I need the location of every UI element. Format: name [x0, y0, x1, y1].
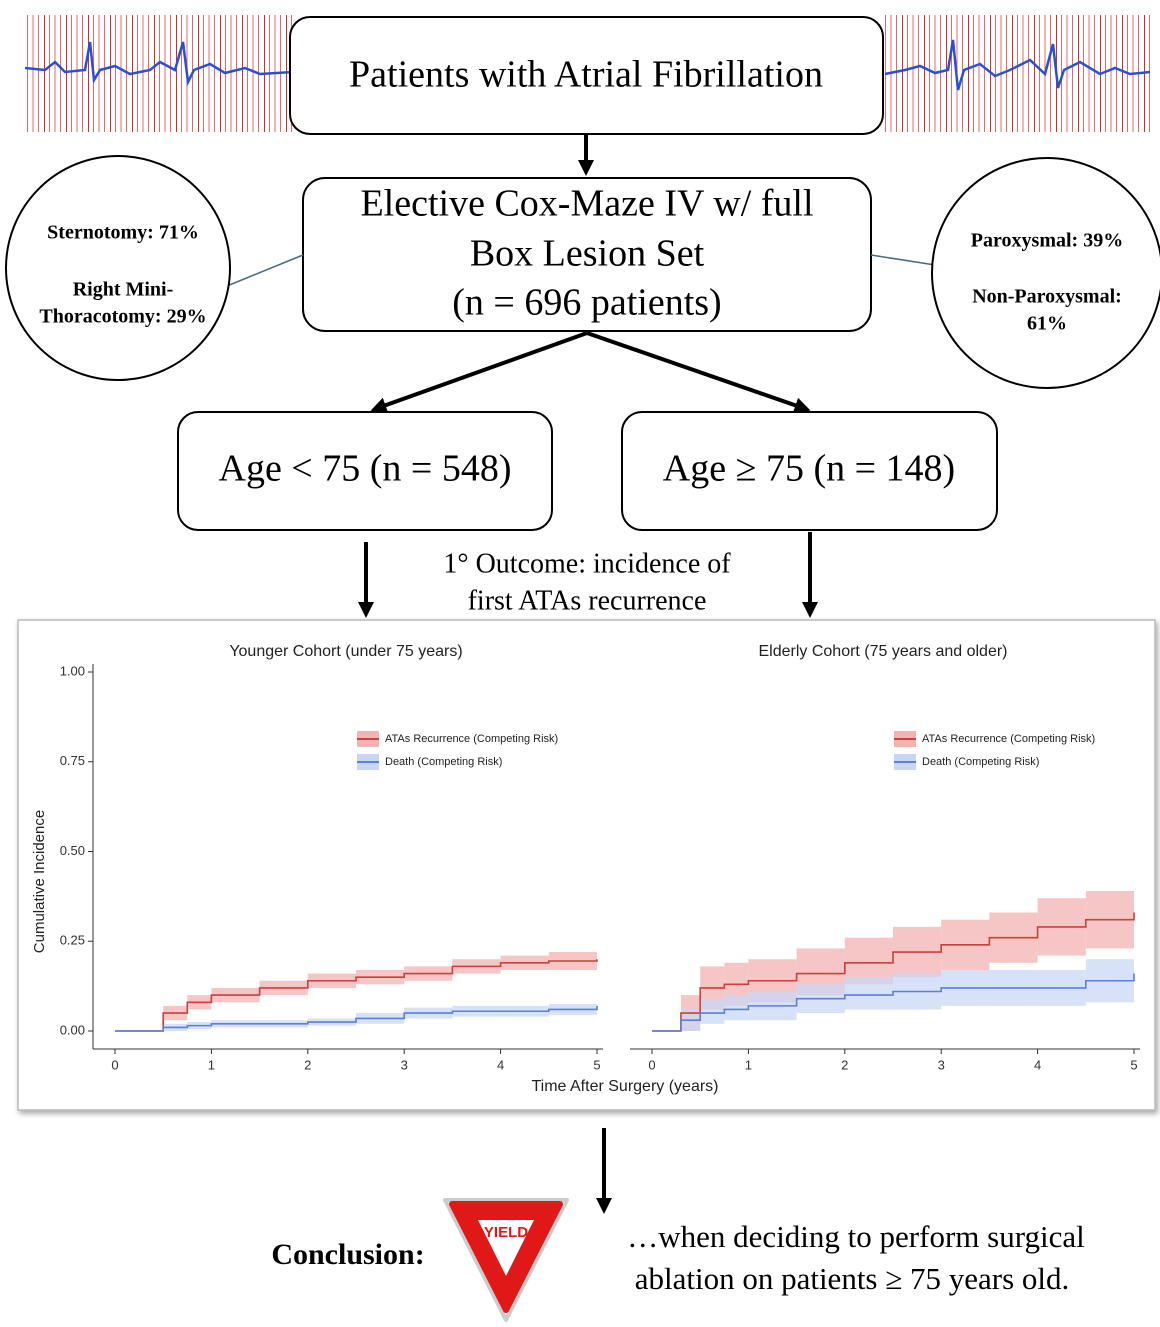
- node-label: Elective Cox-Maze IV w/ full: [360, 183, 813, 225]
- confidence-band: [724, 995, 748, 1020]
- sign-label: YIELD: [484, 1224, 528, 1241]
- conclusion-label: Conclusion:: [271, 1238, 424, 1271]
- x-tick-label: 2: [304, 1057, 311, 1072]
- chart-frame: [18, 620, 1155, 1110]
- legend-label: Death (Competing Risk): [922, 756, 1039, 768]
- x-tick-label: 3: [938, 1057, 945, 1072]
- x-tick-label: 5: [1130, 1057, 1137, 1072]
- x-tick-label: 1: [208, 1057, 215, 1072]
- legend-label: Death (Competing Risk): [385, 756, 502, 768]
- stat-circle: [6, 156, 230, 380]
- x-tick-label: 4: [497, 1057, 504, 1072]
- node-label: Age ≥ 75 (n = 148): [663, 448, 955, 490]
- stat-label: Non-Paroxysmal:: [972, 286, 1122, 308]
- ecg-strip-right: [885, 15, 1150, 132]
- x-tick-label: 3: [401, 1057, 408, 1072]
- outcome-label: 1° Outcome: incidence of: [443, 548, 731, 579]
- ecg-strip-left: [25, 15, 293, 132]
- arrow: [587, 333, 803, 408]
- node-label: (n = 696 patients): [452, 282, 721, 324]
- x-tick-label: 0: [648, 1057, 655, 1072]
- connector: [222, 255, 303, 288]
- node-label: Age < 75 (n = 548): [219, 448, 512, 490]
- y-tick-label: 0.50: [60, 843, 85, 858]
- panel-title: Younger Cohort (under 75 years): [229, 643, 462, 660]
- x-axis-label: Time After Surgery (years): [531, 1078, 718, 1095]
- x-tick-label: 5: [593, 1057, 600, 1072]
- conclusion-text: …when deciding to perform surgical: [627, 1219, 1084, 1254]
- stat-circle: [932, 158, 1160, 388]
- y-tick-label: 1.00: [60, 663, 85, 678]
- x-tick-label: 0: [111, 1057, 118, 1072]
- conclusion-text: ablation on patients ≥ 75 years old.: [635, 1261, 1070, 1296]
- panel-title: Elderly Cohort (75 years and older): [758, 643, 1007, 660]
- arrow: [378, 333, 587, 408]
- stat-label: Sternotomy: 71%: [47, 222, 199, 244]
- stat-label: Thoracotomy: 29%: [39, 306, 206, 328]
- confidence-band: [845, 977, 893, 1009]
- y-tick-label: 0.75: [60, 753, 85, 768]
- stat-label: Paroxysmal: 39%: [971, 230, 1123, 252]
- graphical-abstract: Patients with Atrial Fibrillation Electi…: [0, 0, 1160, 1327]
- x-tick-label: 4: [1034, 1057, 1041, 1072]
- stat-label: Right Mini-: [73, 279, 174, 301]
- stat-label: 61%: [1027, 313, 1067, 335]
- node-label: Patients with Atrial Fibrillation: [349, 54, 823, 96]
- confidence-band: [700, 999, 724, 1024]
- y-tick-label: 0.00: [60, 1022, 85, 1037]
- legend-label: ATAs Recurrence (Competing Risk): [922, 733, 1095, 745]
- connector: [871, 255, 935, 265]
- legend-label: ATAs Recurrence (Competing Risk): [385, 733, 558, 745]
- x-tick-label: 2: [841, 1057, 848, 1072]
- x-tick-label: 1: [745, 1057, 752, 1072]
- y-tick-label: 0.25: [60, 933, 85, 948]
- y-axis-label: Cumulative Incidence: [31, 810, 48, 953]
- yield-sign: YIELD: [445, 1200, 567, 1320]
- outcome-label: first ATAs recurrence: [468, 585, 707, 616]
- node-label: Box Lesion Set: [470, 233, 705, 275]
